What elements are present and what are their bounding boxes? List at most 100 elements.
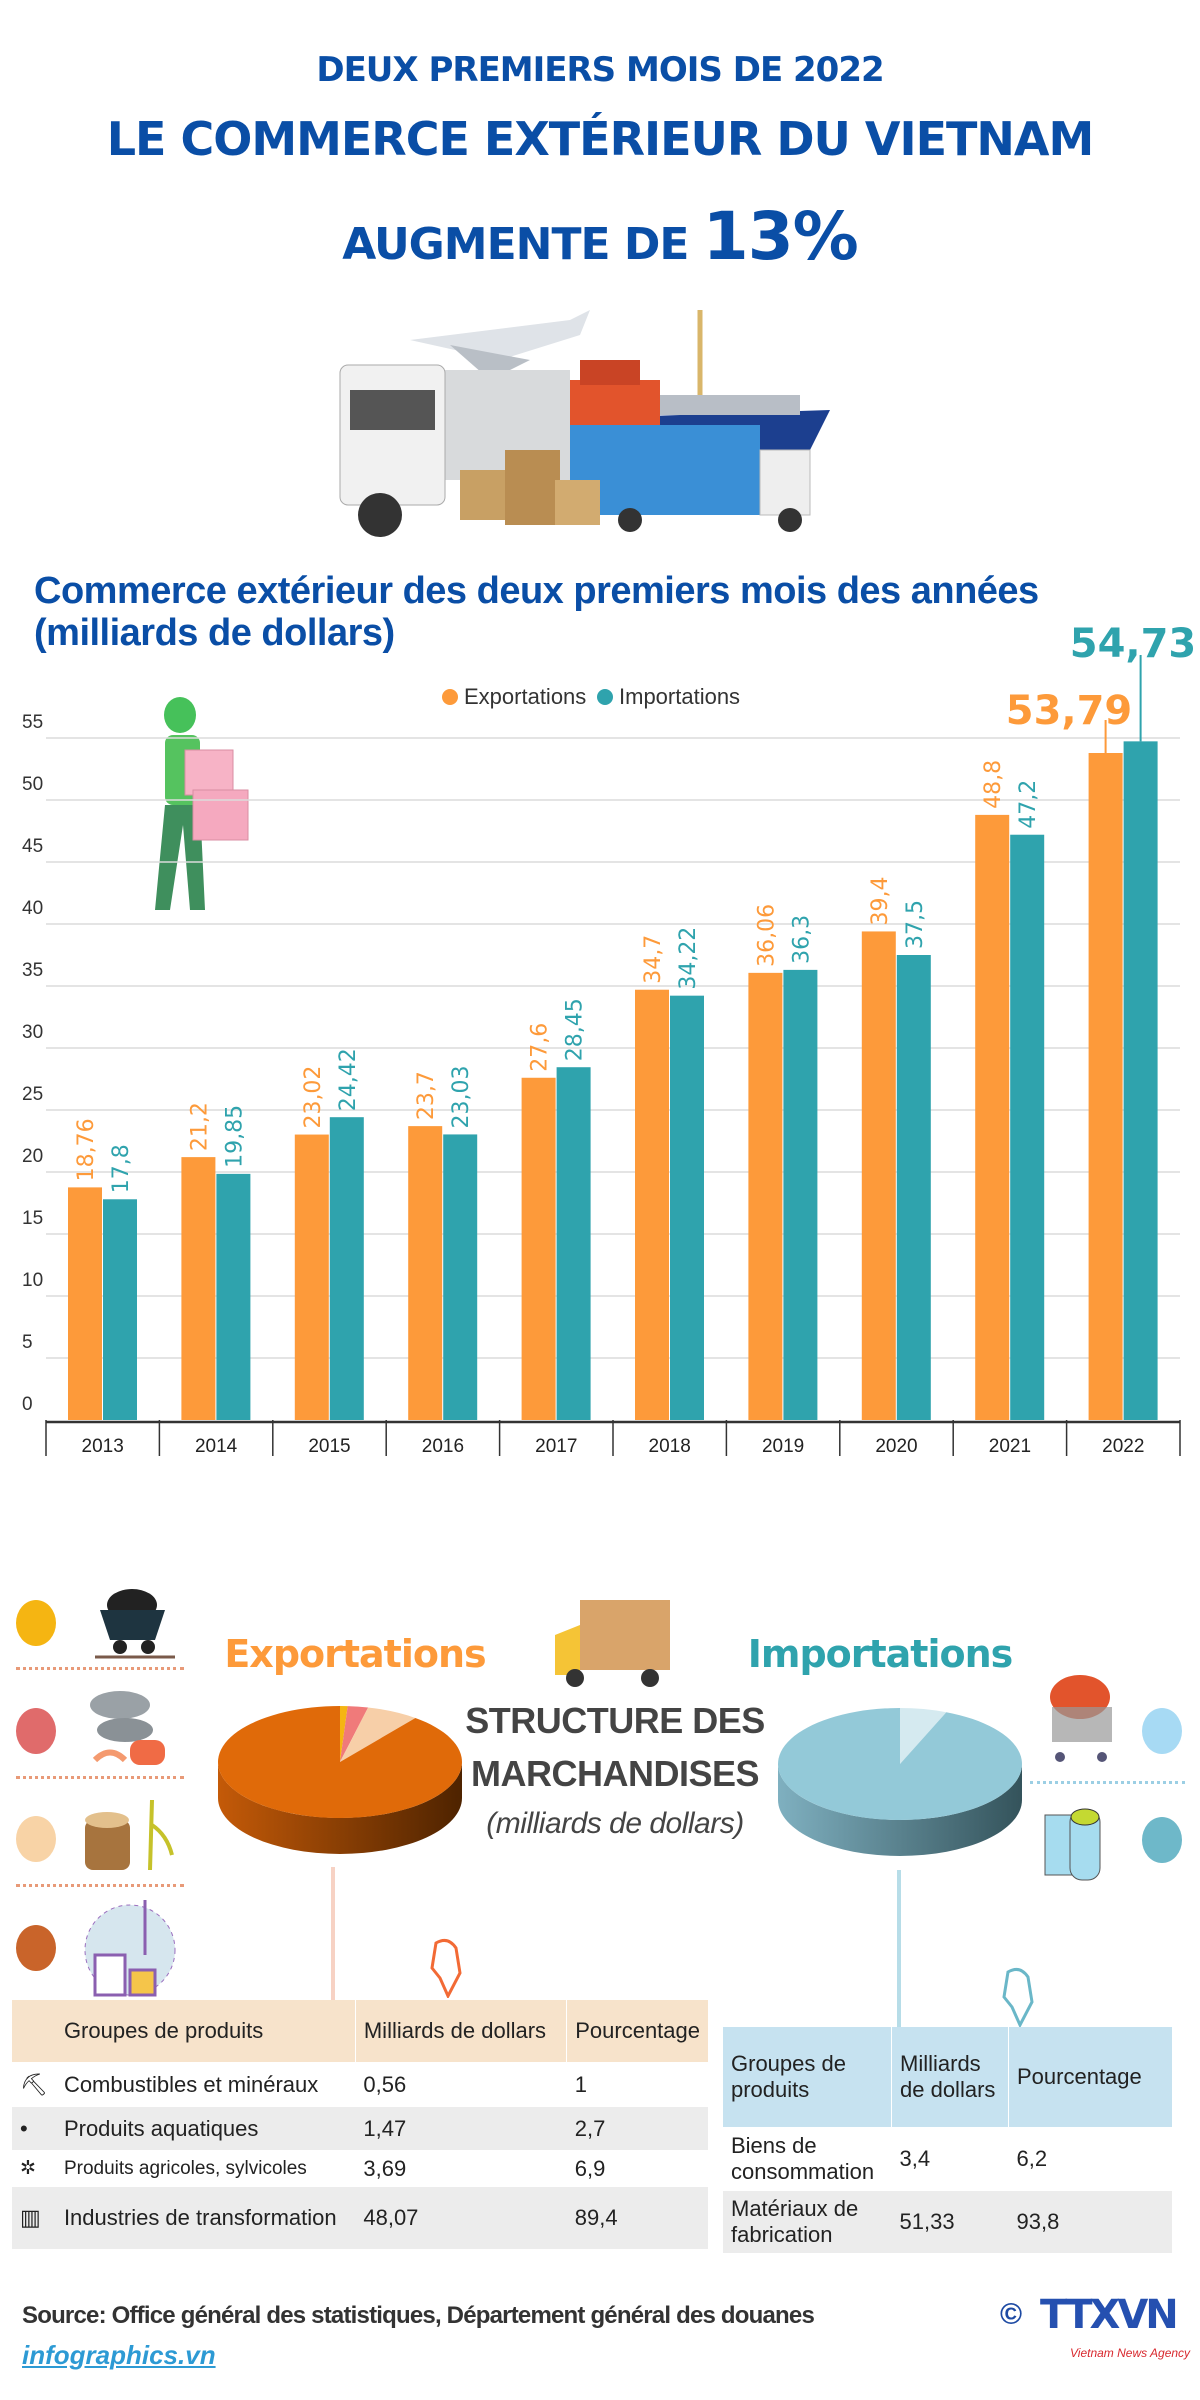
value-label: 17,8 bbox=[109, 1144, 134, 1193]
import-bar-2016 bbox=[443, 1134, 478, 1420]
value-label: 28,45 bbox=[563, 998, 588, 1061]
table-row: Biens de consommation 3,4 6,2 bbox=[723, 2127, 1172, 2191]
row-percent: 93,8 bbox=[1016, 2209, 1060, 2234]
export-bar-2016 bbox=[408, 1126, 443, 1420]
row-value: 1,47 bbox=[363, 2115, 407, 2141]
y-tick-label: 0 bbox=[22, 1394, 33, 1415]
y-tick-label: 50 bbox=[22, 774, 43, 795]
exports-label: Exportations bbox=[224, 1632, 486, 1676]
pie-side bbox=[218, 1762, 462, 1854]
website-link[interactable]: infographics.vn bbox=[22, 2340, 216, 2370]
table-row: Matériaux de fabrication 51,33 93,8 bbox=[723, 2191, 1172, 2253]
logo-subtitle: Vietnam News Agency bbox=[1070, 2346, 1191, 2360]
row-value: 48,07 bbox=[363, 2205, 419, 2230]
legend-dot-agricultural bbox=[16, 1816, 56, 1862]
pointing-hand-icon bbox=[430, 1938, 462, 1998]
legend-dot-consumer-goods bbox=[1142, 1708, 1182, 1754]
exports-pie bbox=[217, 1706, 462, 1854]
y-tick-label: 40 bbox=[22, 898, 43, 919]
legend-dot-manufacturing bbox=[16, 1925, 56, 1971]
export-bar-2015 bbox=[294, 1134, 329, 1420]
export-bar-2022 bbox=[1088, 753, 1123, 1420]
ttxvn-logo: TTXVN bbox=[1040, 2292, 1179, 2338]
airplane-icon bbox=[410, 310, 590, 380]
export-bar-2019 bbox=[748, 972, 783, 1420]
imports-connector bbox=[897, 1870, 901, 2030]
value-label: 23,7 bbox=[414, 1071, 439, 1120]
structure-title-line-1: STRUCTURE DES bbox=[465, 1700, 765, 1741]
pie-slice bbox=[340, 1707, 416, 1762]
value-label: 27,6 bbox=[528, 1023, 553, 1072]
row-percent: 2,7 bbox=[574, 2115, 606, 2141]
x-tick-label: 2019 bbox=[762, 1436, 804, 1457]
pie-slice bbox=[900, 1708, 947, 1764]
title-line-2: LE COMMERCE EXTÉRIEUR DU VIETNAM bbox=[106, 112, 1095, 166]
value-label: 18,76 bbox=[74, 1118, 99, 1181]
x-tick-label: 2015 bbox=[308, 1436, 350, 1457]
row-group: Combustibles et minéraux bbox=[63, 2071, 319, 2097]
factory-icon bbox=[84, 1900, 176, 1997]
table-row: ✲ Produits agricoles, sylvicoles 3,69 6,9 bbox=[12, 2150, 708, 2187]
row-group: Produits agricoles, sylvicoles bbox=[63, 2157, 307, 2179]
growth-value: 13% bbox=[702, 198, 859, 275]
export-bar-2020 bbox=[861, 931, 896, 1420]
y-tick-label: 15 bbox=[22, 1208, 43, 1229]
chart-title-line-2: (milliards de dollars) bbox=[34, 612, 395, 654]
import-bar-2017 bbox=[556, 1067, 591, 1420]
legend-label: Importations bbox=[619, 684, 740, 709]
export-bar-2018 bbox=[635, 989, 669, 1420]
import-bar-2015 bbox=[329, 1117, 364, 1420]
row-percent: 6,2 bbox=[1016, 2146, 1048, 2171]
pie-side bbox=[778, 1764, 1022, 1856]
row-value: 3,4 bbox=[899, 2146, 931, 2171]
export-bar-2013 bbox=[68, 1187, 102, 1420]
y-tick-label: 10 bbox=[22, 1270, 43, 1291]
seafood-icon bbox=[90, 1691, 165, 1765]
value-label: 37,5 bbox=[903, 900, 928, 949]
value-label: 48,8 bbox=[981, 760, 1006, 809]
x-tick-label: 2018 bbox=[649, 1436, 691, 1457]
pie-slice bbox=[778, 1708, 1022, 1821]
y-tick-label: 25 bbox=[22, 1084, 43, 1105]
factory-small-icon: ▥ bbox=[20, 2205, 41, 2230]
y-tick-label: 55 bbox=[22, 712, 43, 733]
row-value: 3,69 bbox=[363, 2155, 407, 2181]
rice-icon: ✲ bbox=[20, 2158, 36, 2179]
divider bbox=[1030, 1781, 1185, 1784]
boxes-icon bbox=[460, 450, 600, 525]
header-group: Groupes de produits bbox=[63, 2018, 264, 2043]
divider bbox=[16, 1776, 184, 1779]
header-group: Groupes de produits bbox=[731, 2051, 846, 2102]
material-roll-icon bbox=[1044, 1808, 1101, 1881]
title-line-1: DEUX PREMIERS MOIS DE 2022 bbox=[316, 50, 884, 90]
value-label-highlight: 54,73 bbox=[1070, 621, 1197, 667]
value-label: 23,03 bbox=[449, 1065, 474, 1128]
fish-icon: • bbox=[20, 2115, 28, 2141]
y-tick-label: 35 bbox=[22, 960, 43, 981]
value-label: 47,2 bbox=[1016, 780, 1041, 829]
x-tick-label: 2022 bbox=[1102, 1436, 1144, 1457]
pie-slice bbox=[340, 1706, 369, 1762]
table-header: Groupes de produits Milliards de dollars… bbox=[723, 2027, 1172, 2127]
x-tick-label: 2020 bbox=[875, 1436, 917, 1457]
header-percent: Pourcentage bbox=[1008, 2027, 1172, 2127]
imports-label: Importations bbox=[747, 1632, 1014, 1676]
coal-icon: ⛏ bbox=[20, 2071, 48, 2097]
table-row: • Produits aquatiques 1,47 2,7 bbox=[12, 2107, 708, 2150]
title-prefix: AUGMENTE DE bbox=[342, 219, 689, 270]
header-value: Milliards de dollars bbox=[891, 2027, 1009, 2127]
value-label: 34,7 bbox=[641, 935, 666, 984]
import-bar-2013 bbox=[103, 1199, 137, 1420]
legend-dot-aquatic bbox=[16, 1708, 56, 1754]
legend-dot-fuels bbox=[16, 1600, 56, 1646]
value-label: 24,42 bbox=[336, 1048, 361, 1111]
wood-rice-icon bbox=[85, 1799, 174, 1871]
import-bar-2019 bbox=[783, 969, 818, 1420]
export-bar-2017 bbox=[521, 1077, 556, 1420]
row-group: Industries de transformation bbox=[63, 2205, 337, 2230]
row-percent: 1 bbox=[574, 2071, 587, 2097]
worker-illustration bbox=[155, 697, 249, 910]
value-label: 36,3 bbox=[789, 915, 814, 964]
value-label: 19,85 bbox=[222, 1105, 247, 1168]
structure-unit: (milliards de dollars) bbox=[486, 1807, 744, 1840]
